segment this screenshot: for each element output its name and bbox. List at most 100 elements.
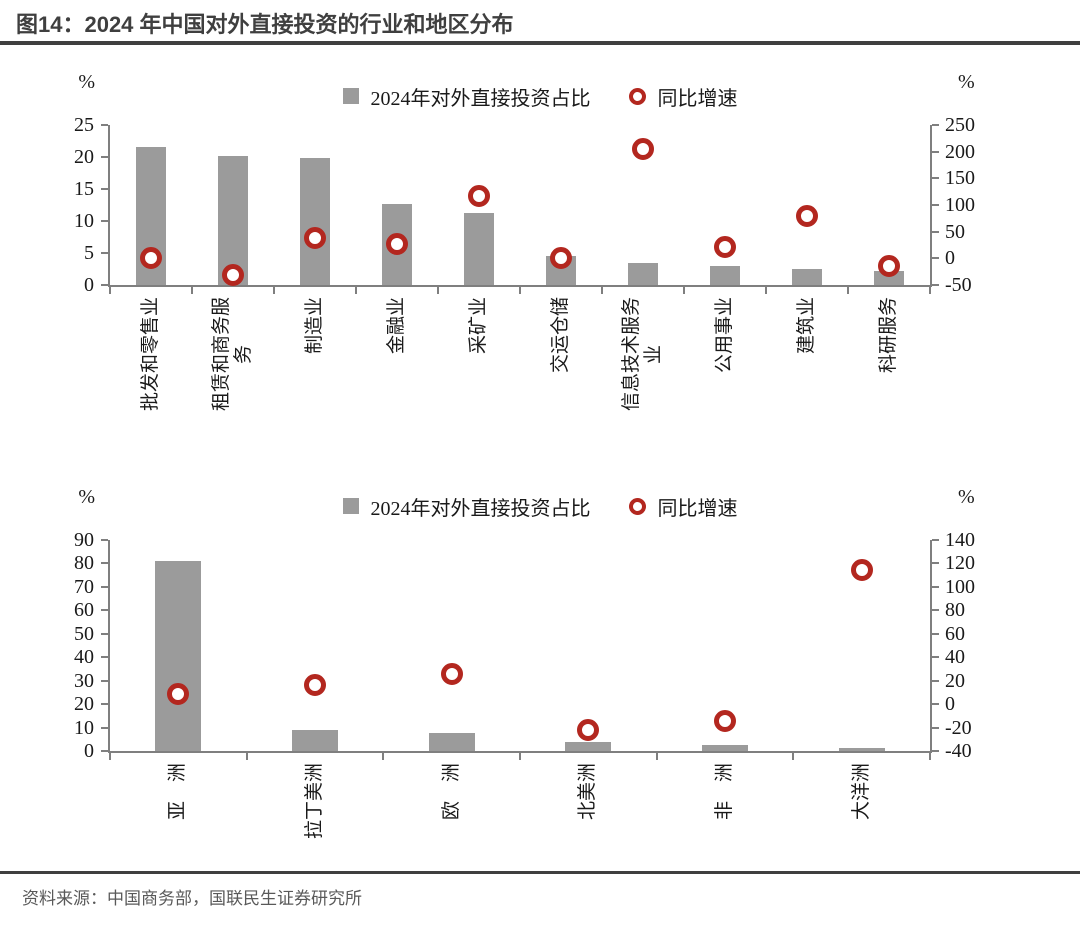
right-axis-tick xyxy=(932,150,939,153)
bar xyxy=(300,157,330,285)
legend-marker-icon xyxy=(628,87,646,105)
bar xyxy=(428,733,475,751)
right-axis-tick xyxy=(932,257,939,260)
region-chart-legend: 2024年对外直接投资占比 同比增速 xyxy=(110,494,970,520)
x-axis-tick xyxy=(355,287,357,294)
left-axis-tick-label: 80 xyxy=(74,552,94,575)
growth-marker xyxy=(304,674,326,697)
left-axis-tick-label: 60 xyxy=(74,599,94,622)
left-axis-tick xyxy=(101,252,108,254)
industry-left-axis-unit: % xyxy=(78,71,95,93)
growth-marker xyxy=(550,247,572,270)
left-axis-tick-label: 10 xyxy=(74,716,94,739)
left-axis-tick-label: 0 xyxy=(84,740,94,762)
bar xyxy=(218,155,248,285)
left-axis-tick xyxy=(101,726,108,729)
x-axis-tick xyxy=(191,287,193,294)
left-axis-tick xyxy=(101,703,108,706)
legend-bar-label: 2024年对外直接投资占比 xyxy=(370,497,591,520)
right-axis-tick xyxy=(932,230,939,233)
industry-chart-legend: 2024年对外直接投资占比 同比增速 xyxy=(110,84,970,110)
right-axis-tick xyxy=(932,656,939,659)
right-axis-tick-label: 60 xyxy=(945,622,965,645)
right-axis-tick-label: 0 xyxy=(945,693,955,716)
category-label: 亚 洲 xyxy=(167,762,189,820)
x-axis-tick xyxy=(273,287,275,294)
growth-marker xyxy=(386,232,408,255)
left-axis-line xyxy=(108,540,110,753)
bar xyxy=(565,741,612,751)
right-axis-tick xyxy=(932,177,939,180)
x-axis-tick xyxy=(437,287,439,294)
legend-bar-swatch xyxy=(342,498,359,514)
growth-marker xyxy=(167,682,190,705)
right-axis-tick xyxy=(932,284,939,286)
x-axis-tick xyxy=(655,753,658,760)
growth-marker xyxy=(140,246,162,269)
left-axis-tick-label: 10 xyxy=(74,210,94,232)
left-axis-tick xyxy=(101,632,108,635)
title-rule xyxy=(0,41,1080,45)
right-axis-tick xyxy=(932,726,939,729)
bar xyxy=(792,269,822,285)
growth-marker xyxy=(304,227,326,250)
region-right-axis-unit: % xyxy=(958,486,975,508)
left-axis-tick-label: 20 xyxy=(74,693,94,716)
right-axis-tick-label: 200 xyxy=(945,140,975,163)
right-axis-tick-label: 100 xyxy=(945,575,975,598)
left-axis-tick xyxy=(101,609,108,612)
legend-bar-swatch xyxy=(342,88,359,104)
left-axis-tick xyxy=(101,220,108,222)
bar xyxy=(628,262,658,285)
x-axis-tick xyxy=(601,287,603,294)
industry-right-axis-unit: % xyxy=(958,71,975,93)
category-label: 欧 洲 xyxy=(440,762,462,820)
bar xyxy=(464,212,494,285)
source-note: 资料来源：中国商务部，国联民生证券研究所 xyxy=(22,889,362,908)
page-title: 图14：2024 年中国对外直接投资的行业和地区分布 xyxy=(16,12,514,37)
x-axis-tick xyxy=(792,753,795,760)
right-axis-tick-label: -20 xyxy=(945,716,972,739)
x-axis-tick xyxy=(109,287,111,294)
left-axis-tick-label: 20 xyxy=(74,146,94,168)
growth-marker xyxy=(796,205,818,228)
growth-marker xyxy=(714,235,736,258)
left-axis-tick xyxy=(101,656,108,659)
growth-marker xyxy=(468,184,490,207)
right-axis-tick-label: 120 xyxy=(945,552,975,575)
right-axis-tick xyxy=(932,679,939,682)
growth-marker xyxy=(440,662,463,685)
right-axis-tick-label: 0 xyxy=(945,247,955,270)
left-axis-tick-label: 5 xyxy=(84,242,94,264)
bar xyxy=(710,265,740,285)
legend-bar-label: 2024年对外直接投资占比 xyxy=(370,87,591,110)
right-axis-tick-label: 80 xyxy=(945,599,965,622)
right-axis-tick xyxy=(932,562,939,565)
growth-marker xyxy=(850,559,873,582)
region-left-axis-unit: % xyxy=(78,486,95,508)
legend-marker-icon xyxy=(628,497,646,515)
right-axis-tick-label: -50 xyxy=(945,274,972,296)
bar xyxy=(838,747,885,751)
legend-marker-label: 同比增速 xyxy=(657,497,738,520)
right-axis-line xyxy=(930,540,932,753)
x-axis-tick xyxy=(929,753,931,760)
growth-marker xyxy=(222,264,244,287)
left-axis-tick xyxy=(101,679,108,682)
footer-rule xyxy=(0,871,1080,874)
bar xyxy=(155,561,202,751)
left-axis-tick xyxy=(101,750,108,752)
right-axis-tick xyxy=(932,703,939,706)
right-axis-tick xyxy=(932,750,939,752)
left-axis-tick-label: 90 xyxy=(74,529,94,551)
growth-marker xyxy=(632,138,654,160)
right-axis-tick xyxy=(932,539,939,541)
bar xyxy=(702,744,748,751)
x-axis-tick xyxy=(109,753,111,760)
growth-marker xyxy=(577,718,600,741)
x-axis-tick xyxy=(765,287,767,294)
category-label: 大洋洲 xyxy=(850,762,872,820)
